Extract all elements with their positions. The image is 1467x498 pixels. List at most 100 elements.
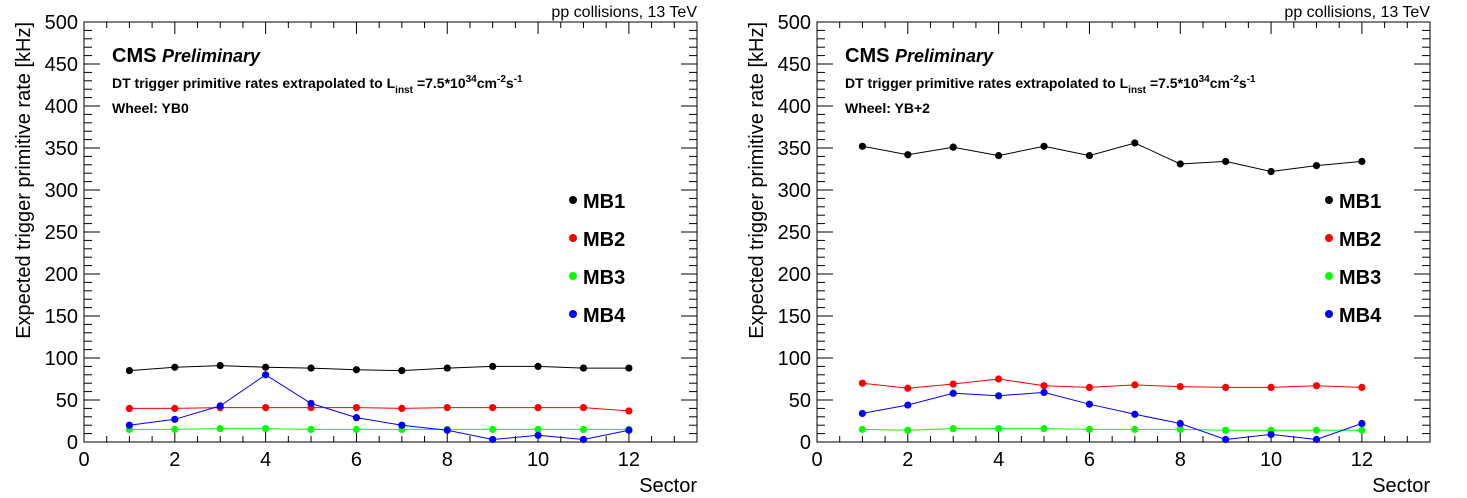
data-point-MB1 <box>625 364 633 372</box>
data-point-MB3 <box>1176 425 1184 433</box>
series-line-MB3 <box>129 428 629 430</box>
x-tick-label: 8 <box>442 449 453 471</box>
data-point-MB4 <box>534 431 542 439</box>
legend-marker <box>569 196 577 204</box>
cms-sublabel: Preliminary <box>895 46 994 66</box>
data-point-MB4 <box>216 402 224 410</box>
data-point-MB2 <box>125 404 134 412</box>
data-point-MB4 <box>1176 419 1184 428</box>
data-point-MB3 <box>171 425 179 433</box>
subtitle-part: 34 <box>1199 74 1211 85</box>
subtitle-part: -2 <box>1230 74 1239 85</box>
data-point-MB1 <box>949 143 957 151</box>
chart-yb0: pp collisions, 13 TeV0501001502002503003… <box>13 4 698 497</box>
data-point-MB4 <box>443 426 451 434</box>
data-point-MB3 <box>262 424 270 433</box>
data-point-MB3 <box>1040 424 1048 433</box>
cms-label: CMS Preliminary <box>845 45 994 67</box>
data-point-MB3 <box>216 424 224 433</box>
data-point-MB4 <box>1358 419 1366 428</box>
data-point-MB4 <box>1222 435 1230 444</box>
legend-entry: MB1 <box>583 191 625 213</box>
data-point-MB3 <box>995 424 1003 433</box>
subtitle-part: s <box>1239 75 1247 91</box>
subtitle-part: cm <box>1210 75 1230 91</box>
legend-marker <box>1325 196 1333 204</box>
data-point-MB4 <box>171 415 179 423</box>
series-line-MB4 <box>129 374 630 441</box>
y-tick-label: 400 <box>778 96 811 118</box>
data-point-MB1 <box>995 151 1003 160</box>
series-line-MB1 <box>129 365 629 372</box>
y-tick-label: 300 <box>778 180 811 202</box>
data-point-MB3 <box>534 425 542 433</box>
data-point-MB4 <box>995 392 1003 400</box>
data-point-MB3 <box>352 425 361 433</box>
data-point-MB1 <box>534 362 542 370</box>
y-tick-label: 100 <box>778 348 811 370</box>
y-tick-label: 150 <box>45 306 78 328</box>
data-point-MB4 <box>307 399 315 407</box>
data-point-MB4 <box>1085 400 1094 408</box>
data-point-MB3 <box>1312 426 1321 434</box>
subtitle-part: DT trigger primitive rates extrapolated … <box>112 75 396 91</box>
header-label: pp collisions, 13 TeV <box>551 4 697 21</box>
y-tick-label: 500 <box>45 12 78 34</box>
x-axis-label: Sector <box>639 475 697 497</box>
data-point-MB4 <box>904 401 912 409</box>
x-tick-label: 4 <box>260 449 271 471</box>
subtitle-part: s <box>506 75 514 91</box>
data-point-MB3 <box>904 426 912 434</box>
cms-label: CMS Preliminary <box>112 45 261 67</box>
x-tick-label: 6 <box>351 449 362 471</box>
legend-marker <box>569 310 577 318</box>
legend-entry: MB2 <box>583 229 625 251</box>
y-tick-label: 500 <box>778 12 811 34</box>
x-tick-label: 8 <box>1175 449 1186 471</box>
y-tick-label: 450 <box>778 54 811 76</box>
y-tick-label: 200 <box>778 264 811 286</box>
header-label: pp collisions, 13 TeV <box>1284 4 1430 21</box>
data-point-MB3 <box>1358 426 1366 434</box>
data-point-MB2 <box>949 380 957 388</box>
x-tick-label: 6 <box>1084 449 1095 471</box>
data-point-MB2 <box>1267 383 1275 391</box>
subtitle-part: 34 <box>466 74 478 85</box>
y-tick-label: 250 <box>45 222 78 244</box>
data-point-MB4 <box>949 389 957 397</box>
wheel-label: Wheel: YB0 <box>112 100 189 116</box>
x-tick-label: 10 <box>1260 449 1282 471</box>
data-point-MB1 <box>171 363 179 371</box>
data-point-MB4 <box>352 414 361 422</box>
series-line-MB3 <box>862 428 1362 431</box>
data-point-MB2 <box>171 404 179 412</box>
data-point-MB4 <box>1131 410 1139 418</box>
legend-entry: MB3 <box>1339 267 1381 289</box>
data-point-MB2 <box>1358 383 1366 391</box>
data-point-MB2 <box>1131 381 1139 389</box>
data-point-MB1 <box>1131 139 1139 147</box>
data-point-MB2 <box>1040 382 1048 390</box>
y-tick-label: 350 <box>45 138 78 160</box>
y-axis-label: Expected trigger primitive rate [kHz] <box>746 22 768 339</box>
data-point-MB4 <box>125 421 134 429</box>
y-tick-label: 300 <box>45 180 78 202</box>
y-tick-label: 50 <box>56 390 78 412</box>
series-line-MB1 <box>862 142 1362 173</box>
y-tick-label: 100 <box>45 348 78 370</box>
y-tick-label: 0 <box>800 432 811 454</box>
data-point-MB1 <box>262 363 270 371</box>
legend-marker <box>1325 272 1333 280</box>
data-point-MB2 <box>995 375 1003 383</box>
x-axis-label: Sector <box>1372 475 1430 497</box>
subtitle-part: inst <box>1128 85 1146 96</box>
subtitle-part: DT trigger primitive rates extrapolated … <box>845 75 1129 91</box>
series-line-MB2 <box>862 378 1362 389</box>
y-tick-label: 400 <box>45 96 78 118</box>
subtitle-part: -1 <box>514 74 523 85</box>
subtitle-part: =7.5*10 <box>1150 75 1199 91</box>
data-point-MB2 <box>858 379 867 387</box>
data-point-MB1 <box>579 364 588 372</box>
y-tick-label: 350 <box>778 138 811 160</box>
data-point-MB2 <box>534 403 542 412</box>
